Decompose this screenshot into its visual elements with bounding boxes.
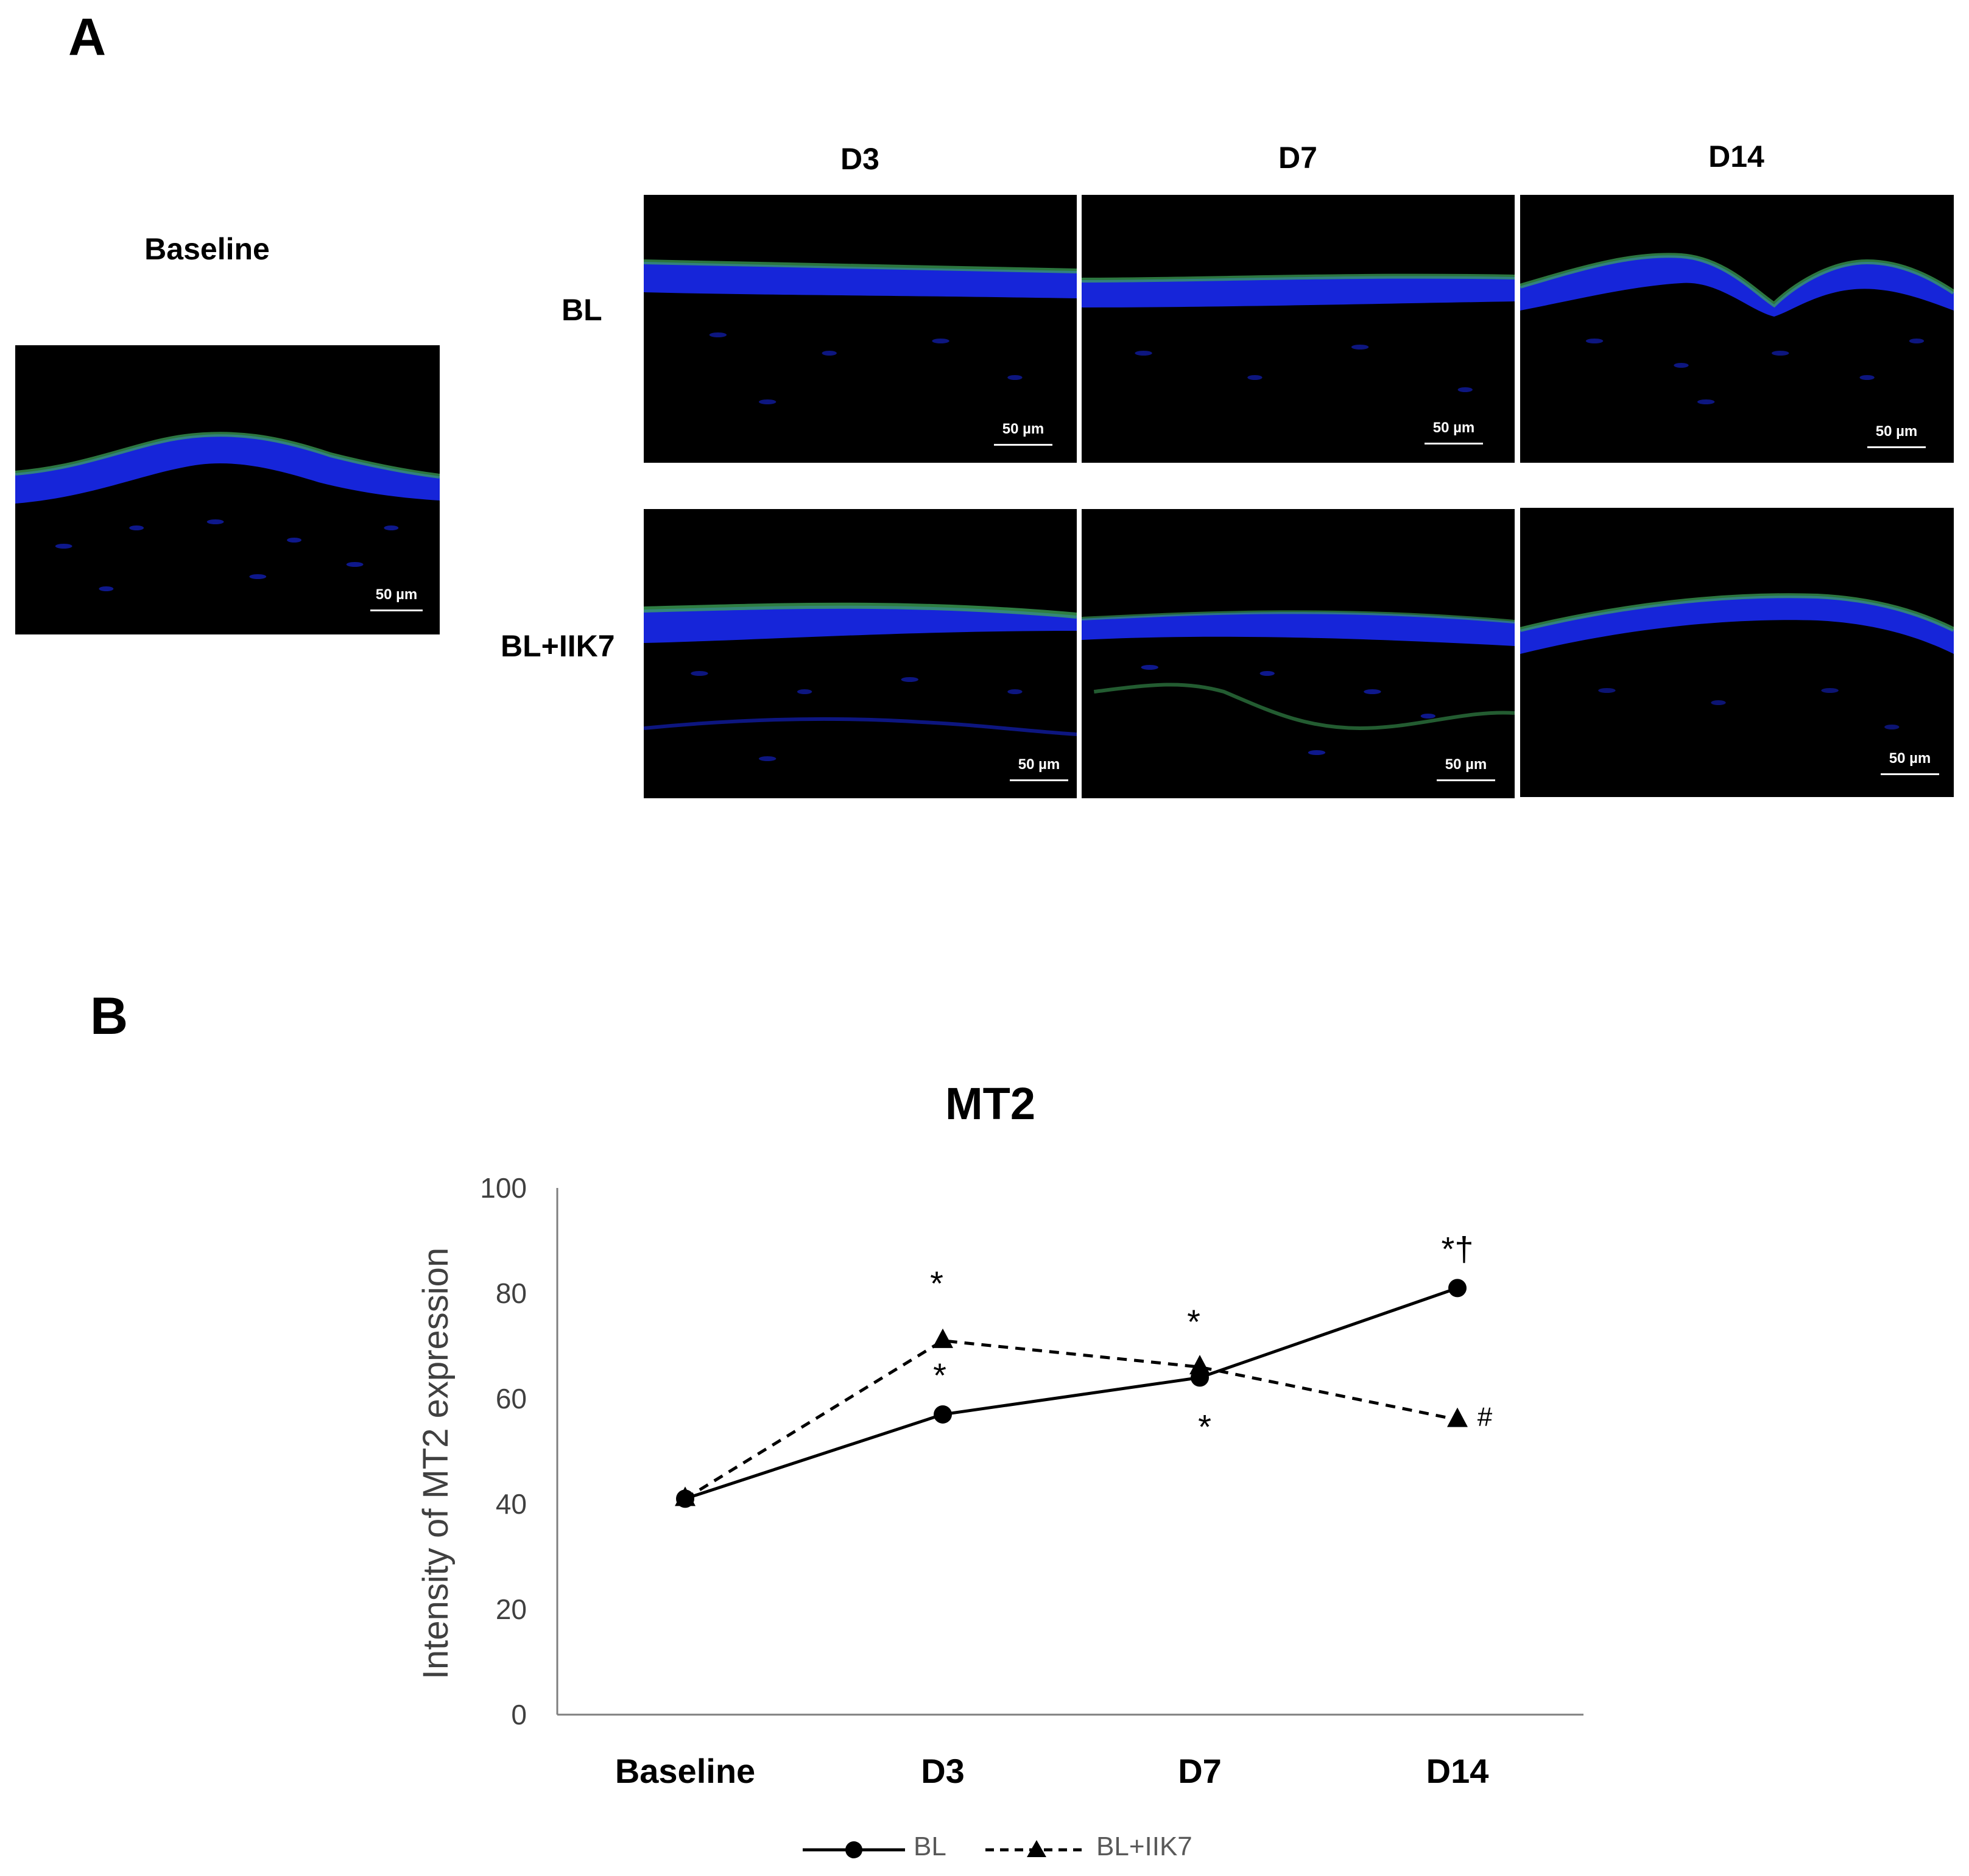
y-axis: 0 20 40 60 80 100 Intensity of MT2 expression — [416, 1172, 558, 1730]
micrograph-baseline: 50 µm — [15, 345, 440, 634]
panel-b-letter: B — [90, 987, 129, 1045]
column-header-d7: D7 — [1278, 141, 1317, 175]
x-tick-label: D3 — [921, 1752, 965, 1790]
data-point-bl-iik7 — [1447, 1407, 1468, 1427]
series-layer — [675, 1279, 1468, 1508]
baseline-title: Baseline — [144, 232, 270, 266]
series-line-bl — [685, 1286, 1458, 1500]
scale-bar-line — [1881, 773, 1939, 775]
chart-title: MT2 — [945, 1078, 1035, 1129]
y-tick-label: 20 — [496, 1593, 527, 1625]
legend-bl-marker — [845, 1841, 862, 1858]
y-axis-label: Intensity of MT2 expression — [416, 1248, 456, 1679]
panel-a-letter: A — [68, 8, 107, 66]
scale-bar-line — [994, 444, 1052, 446]
x-tick-label: Baseline — [615, 1752, 755, 1790]
series-line-bl-iik7 — [684, 1339, 1458, 1500]
data-point-bl-iik7 — [675, 1486, 696, 1506]
x-tick-label: D14 — [1426, 1752, 1489, 1790]
scale-bar-bl-iik7-d14: 50 µm — [1881, 750, 1939, 775]
micrograph-bl-d7: 50 µm — [1082, 195, 1515, 463]
significance-mark: *† — [1442, 1229, 1474, 1268]
scale-bar-line — [1867, 446, 1926, 448]
scale-bar-line — [1425, 443, 1483, 444]
scale-bar-bl-d7: 50 µm — [1425, 420, 1483, 444]
scale-bar-label: 50 µm — [1875, 423, 1918, 440]
column-header-d14: D14 — [1708, 139, 1764, 174]
data-point-bl-iik7 — [932, 1328, 953, 1348]
legend-bl-label: BL — [914, 1832, 946, 1861]
significance-mark: * — [933, 1356, 946, 1394]
legend-iik7-marker — [1027, 1840, 1046, 1857]
scale-bar-label: 50 µm — [375, 586, 418, 603]
scale-bar-label: 50 µm — [1889, 750, 1931, 767]
scale-bar-label: 50 µm — [1445, 756, 1487, 773]
column-header-d3: D3 — [840, 142, 879, 176]
significance-mark: # — [1478, 1402, 1493, 1432]
chart-legend: BL BL+IIK7 — [803, 1825, 1229, 1862]
data-point-bl — [1448, 1279, 1467, 1298]
scale-bar-bl-d14: 50 µm — [1867, 423, 1926, 448]
row-label-bl-iik7: BL+IIK7 — [501, 629, 615, 663]
micrograph-bl-iik7-d3: 50 µm — [644, 509, 1077, 798]
scale-bar-line — [1437, 779, 1495, 781]
y-tick-label: 80 — [496, 1277, 527, 1309]
x-tick-label: D7 — [1178, 1752, 1222, 1790]
scale-bar-bl-iik7-d7: 50 µm — [1437, 756, 1495, 781]
scale-bar-bl-iik7-d3: 50 µm — [1010, 756, 1068, 781]
annotation-layer: * * * * *† # — [930, 1229, 1493, 1446]
y-tick-label: 40 — [496, 1488, 527, 1520]
x-axis: Baseline D3 D7 D14 — [557, 1713, 1583, 1790]
row-label-bl: BL — [562, 293, 602, 327]
y-tick-label: 100 — [480, 1172, 527, 1204]
significance-mark: * — [1198, 1407, 1211, 1446]
scale-bar-line — [370, 610, 423, 611]
data-point-bl — [934, 1405, 952, 1424]
micrograph-bl-iik7-d14: 50 µm — [1520, 508, 1954, 797]
scale-bar-label: 50 µm — [1002, 421, 1044, 437]
y-tick-label: 60 — [496, 1383, 527, 1414]
data-point-bl-iik7 — [1189, 1355, 1210, 1375]
scale-bar-baseline: 50 µm — [370, 586, 423, 611]
legend-swatches — [803, 1840, 1088, 1858]
significance-mark: * — [930, 1264, 943, 1302]
y-tick-label: 0 — [511, 1699, 527, 1730]
micrograph-bl-iik7-d7: 50 µm — [1082, 509, 1515, 798]
micrograph-bl-d3: 50 µm — [644, 195, 1077, 463]
scale-bar-bl-d3: 50 µm — [994, 421, 1052, 446]
micrograph-bl-d14: 50 µm — [1520, 195, 1954, 463]
scale-bar-label: 50 µm — [1018, 756, 1060, 773]
scale-bar-line — [1010, 779, 1068, 781]
scale-bar-label: 50 µm — [1432, 420, 1475, 436]
significance-mark: * — [1187, 1302, 1200, 1341]
legend-iik7-label: BL+IIK7 — [1096, 1832, 1192, 1861]
